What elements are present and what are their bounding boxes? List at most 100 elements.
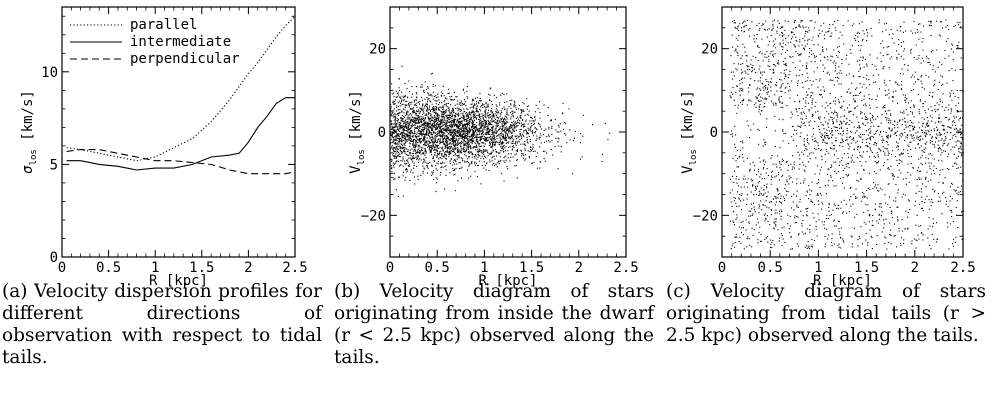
scatter-point [436, 117, 438, 119]
scatter-point [877, 154, 879, 156]
scatter-point [491, 144, 493, 146]
scatter-point [766, 168, 768, 170]
scatter-point [734, 242, 736, 244]
scatter-point [504, 140, 506, 142]
scatter-point [440, 91, 442, 93]
scatter-point [565, 122, 567, 124]
scatter-point [428, 144, 430, 146]
scatter-point [434, 132, 436, 134]
scatter-point [415, 145, 417, 147]
scatter-point [510, 126, 512, 128]
scatter-point [395, 156, 397, 158]
scatter-point [439, 147, 441, 149]
scatter-point [392, 129, 394, 131]
scatter-point [446, 144, 448, 146]
scatter-point [395, 125, 397, 127]
scatter-point [529, 151, 531, 153]
scatter-point [782, 130, 784, 132]
scatter-point [795, 51, 797, 53]
scatter-point [458, 149, 460, 151]
scatter-point [748, 29, 750, 31]
scatter-point [468, 133, 470, 135]
scatter-point [479, 155, 481, 157]
scatter-point [501, 130, 503, 132]
scatter-point [454, 129, 456, 131]
scatter-point [465, 126, 467, 128]
scatter-point [450, 143, 452, 145]
scatter-point [441, 131, 443, 133]
scatter-point [779, 201, 781, 203]
scatter-point [435, 108, 437, 110]
scatter-point [856, 213, 858, 215]
scatter-point [473, 133, 475, 135]
scatter-point [452, 109, 454, 111]
scatter-point [959, 129, 961, 131]
scatter-point [415, 144, 417, 146]
scatter-point [512, 116, 514, 118]
scatter-point [393, 117, 395, 119]
scatter-point [488, 121, 490, 123]
scatter-point [939, 174, 941, 176]
scatter-point [409, 179, 411, 181]
scatter-point [502, 148, 504, 150]
scatter-point [536, 138, 538, 140]
scatter-point [831, 136, 833, 138]
scatter-point [944, 109, 946, 111]
scatter-point [422, 170, 424, 172]
scatter-point [451, 108, 453, 110]
scatter-point [446, 129, 448, 131]
scatter-point [474, 125, 476, 127]
scatter-point [487, 155, 489, 157]
scatter-point [845, 123, 847, 125]
scatter-point [491, 137, 493, 139]
scatter-point [463, 146, 465, 148]
scatter-point [479, 150, 481, 152]
scatter-point [934, 79, 936, 81]
scatter-point [938, 140, 940, 142]
scatter-point [463, 117, 465, 119]
scatter-point [785, 190, 787, 192]
scatter-point [478, 115, 480, 117]
scatter-point [415, 121, 417, 123]
scatter-point [416, 127, 418, 129]
scatter-point [418, 152, 420, 154]
scatter-point [477, 156, 479, 158]
scatter-point [532, 130, 534, 132]
scatter-point [455, 112, 457, 114]
scatter-point [461, 120, 463, 122]
scatter-point [807, 155, 809, 157]
scatter-point [797, 245, 799, 247]
scatter-point [802, 38, 804, 40]
scatter-point [439, 174, 441, 176]
scatter-point [459, 151, 461, 153]
scatter-point [403, 140, 405, 142]
scatter-point [415, 135, 417, 137]
scatter-point [835, 140, 837, 142]
scatter-point [391, 128, 393, 130]
scatter-point [806, 72, 808, 74]
scatter-point [397, 120, 399, 122]
scatter-point [776, 188, 778, 190]
scatter-point [390, 133, 392, 135]
scatter-point [391, 126, 393, 128]
scatter-point [770, 100, 772, 102]
scatter-point [842, 177, 844, 179]
scatter-point [424, 118, 426, 120]
scatter-point [907, 216, 909, 218]
scatter-point [828, 203, 830, 205]
scatter-point [511, 127, 513, 129]
scatter-point [767, 87, 769, 89]
scatter-point [451, 124, 453, 126]
scatter-point [907, 121, 909, 123]
scatter-point [478, 131, 480, 133]
scatter-point [449, 113, 451, 115]
scatter-point [433, 109, 435, 111]
scatter-point [397, 105, 399, 107]
scatter-point [402, 103, 404, 105]
scatter-point [391, 167, 393, 169]
scatter-point [510, 104, 512, 106]
scatter-point [858, 41, 860, 43]
scatter-point [483, 139, 485, 141]
scatter-point [738, 35, 740, 37]
scatter-point [791, 168, 793, 170]
